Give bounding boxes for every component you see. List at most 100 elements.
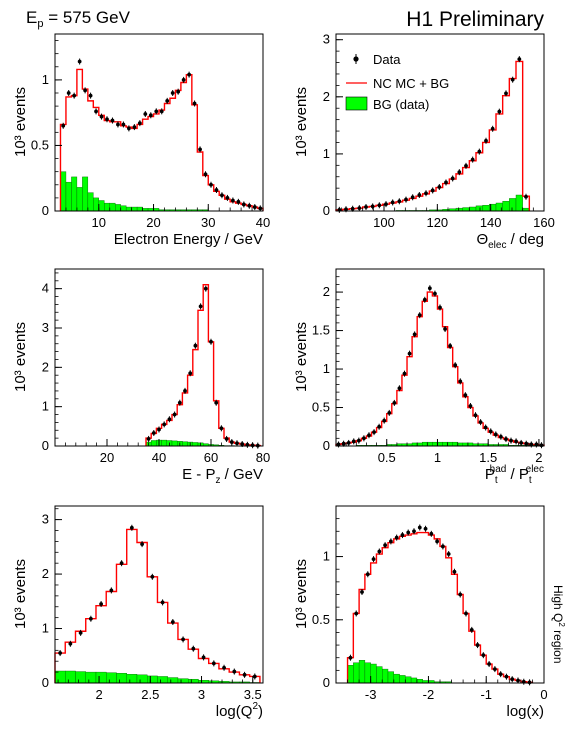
legend: Data NC MC + BG BG (data) bbox=[345, 52, 449, 112]
data-point bbox=[356, 438, 361, 443]
y-tick-label: 3 bbox=[42, 320, 49, 335]
bg-bin bbox=[437, 441, 443, 447]
panel-log-q2: 0 1 2 3 2 2.5 3 3.5 10³ events log(Q2) bbox=[12, 505, 264, 720]
data-point bbox=[88, 616, 93, 621]
data-point bbox=[105, 117, 109, 122]
data-point bbox=[388, 539, 393, 544]
x-tick-label: 3.5 bbox=[244, 687, 262, 702]
data-point bbox=[225, 195, 230, 200]
y-tick-label: 0 bbox=[42, 438, 49, 453]
data-point bbox=[193, 343, 198, 348]
data-point bbox=[66, 91, 71, 95]
data-point bbox=[429, 531, 434, 536]
data-point bbox=[463, 393, 468, 398]
data-point bbox=[61, 123, 66, 128]
plot-frame bbox=[335, 505, 545, 684]
data-point bbox=[203, 286, 208, 291]
panel-electron-energy: 0 0.5 1 10 20 30 40 10³ events Electron Energy /… bbox=[12, 33, 270, 248]
y-axis-label: 10³ events bbox=[12, 559, 29, 629]
x-tick-label: 60 bbox=[204, 450, 218, 465]
bg-bin bbox=[85, 671, 97, 684]
data-point bbox=[516, 678, 520, 683]
data-point bbox=[498, 672, 503, 677]
bg-bin bbox=[188, 678, 199, 684]
data-point bbox=[176, 89, 181, 94]
x-axis-label: Θelec / deg bbox=[476, 231, 544, 251]
data-point bbox=[224, 437, 229, 441]
bg-bin bbox=[98, 200, 105, 212]
plot-frame bbox=[54, 268, 264, 447]
data-point bbox=[121, 122, 126, 127]
x-tick-label: 2.5 bbox=[141, 687, 159, 702]
x-tick-label: 20 bbox=[100, 450, 114, 465]
data-point bbox=[435, 539, 440, 544]
legend-mc-label: NC MC + BG bbox=[373, 76, 449, 91]
legend-entry-data: Data bbox=[353, 52, 401, 67]
data-point bbox=[464, 163, 468, 168]
data-point bbox=[252, 674, 257, 679]
side-note: High Q2 region bbox=[551, 585, 566, 664]
data-point bbox=[437, 185, 442, 189]
y-tick-label: 2 bbox=[323, 284, 330, 299]
data-point bbox=[443, 327, 447, 331]
data-point bbox=[350, 206, 355, 211]
panel-e-minus-pz: 0 1 2 3 4 20 40 60 80 10³ events E - Pz / GeV bbox=[12, 268, 270, 486]
bg-bin bbox=[509, 198, 517, 212]
data-point bbox=[382, 418, 387, 423]
data-point bbox=[510, 677, 515, 682]
bg-bin bbox=[106, 672, 117, 684]
y-tick-label: 1 bbox=[42, 399, 49, 414]
data-point bbox=[77, 59, 82, 64]
data-point bbox=[242, 672, 247, 677]
data-point bbox=[509, 438, 513, 443]
bg-bin bbox=[75, 671, 86, 684]
bg-bin bbox=[432, 441, 438, 447]
data-point bbox=[423, 526, 428, 531]
legend-entry-bg: BG (data) bbox=[345, 96, 429, 112]
data-point bbox=[167, 417, 172, 422]
data-point bbox=[351, 439, 356, 444]
x-axis-label: log(Q2) bbox=[216, 701, 263, 720]
data-point bbox=[367, 433, 371, 438]
mc-histogram bbox=[59, 68, 264, 211]
x-axis-label: Electron Energy / GeV bbox=[114, 231, 263, 248]
data-point bbox=[341, 441, 346, 446]
y-tick-label: 0 bbox=[42, 675, 49, 690]
x-tick-label: 140 bbox=[480, 215, 502, 230]
data-point bbox=[493, 432, 498, 437]
data-point bbox=[191, 646, 196, 651]
y-tick-label: 0.5 bbox=[312, 612, 330, 627]
data-point bbox=[404, 197, 408, 202]
data-point bbox=[159, 109, 164, 114]
data-point bbox=[109, 588, 114, 593]
bg-bin bbox=[125, 206, 132, 212]
data-point bbox=[444, 180, 448, 185]
data-point bbox=[402, 371, 407, 376]
data-point bbox=[214, 400, 219, 405]
data-point bbox=[475, 643, 480, 647]
data-point bbox=[410, 195, 415, 200]
plot-frame bbox=[54, 505, 264, 684]
data-point bbox=[219, 426, 224, 431]
bg-bin bbox=[442, 441, 448, 447]
data-point bbox=[126, 126, 131, 131]
bg-bin bbox=[393, 673, 400, 684]
data-point bbox=[148, 113, 153, 118]
bg-bin bbox=[182, 441, 188, 447]
data-point bbox=[99, 602, 104, 606]
bg-bin bbox=[387, 671, 394, 684]
y-tick-label: 3 bbox=[323, 32, 330, 47]
data-point bbox=[170, 91, 175, 95]
data-point bbox=[406, 530, 411, 535]
data-point bbox=[258, 206, 263, 211]
bg-bin bbox=[167, 677, 179, 684]
bg-bin bbox=[120, 205, 127, 212]
bg-bin bbox=[150, 440, 157, 447]
bg-bin bbox=[422, 441, 428, 447]
data-point bbox=[487, 662, 492, 666]
data-point bbox=[450, 176, 455, 181]
y-axis-label: 10³ events bbox=[12, 87, 29, 157]
data-point bbox=[519, 441, 524, 445]
x-tick-label: 30 bbox=[201, 215, 215, 230]
